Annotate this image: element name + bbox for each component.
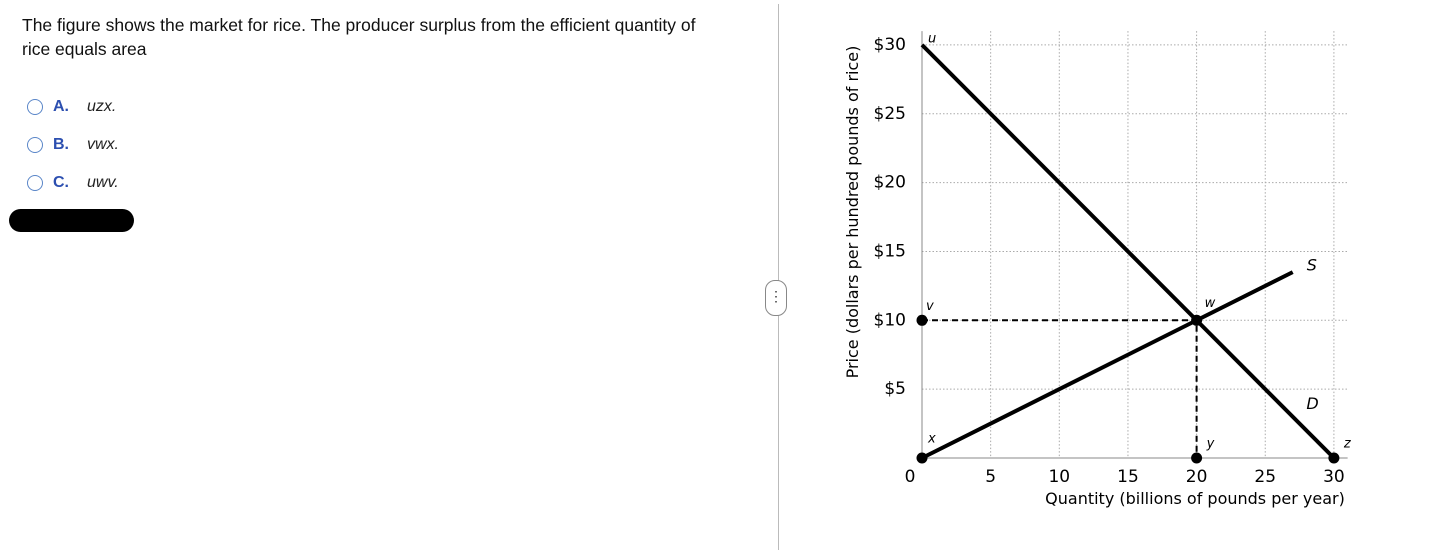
x-tick-label: 5	[985, 467, 996, 487]
series-label: D	[1306, 394, 1318, 413]
x-tick-label: 10	[1048, 467, 1070, 487]
option[interactable]: C. uwv.	[27, 171, 119, 195]
x-tick-label: 15	[1117, 467, 1139, 487]
radio[interactable]	[27, 175, 43, 191]
y-tick-label: $10	[874, 310, 906, 330]
point	[916, 452, 928, 464]
y-tick-label: $15	[874, 241, 906, 261]
line	[921, 270, 1294, 460]
option-text: uzx.	[87, 98, 117, 115]
y-tick-label: $30	[874, 35, 906, 55]
x-tick-label: 0	[905, 467, 916, 487]
point-label: y	[1206, 437, 1215, 452]
x-axis-title: Quantity (billions of pounds per year)	[1045, 489, 1345, 508]
option-letter: C.	[53, 174, 69, 191]
y-axis-title: Price (dollars per hundred pounds of ric…	[843, 46, 862, 379]
point-label: z	[1343, 437, 1352, 452]
series-label: S	[1307, 256, 1317, 275]
point	[1191, 452, 1203, 464]
point-label: v	[926, 299, 934, 314]
y-tick-label: $20	[874, 173, 906, 193]
x-tick-label: 30	[1323, 467, 1345, 487]
line	[920, 43, 1336, 460]
point	[1328, 452, 1340, 464]
radio[interactable]	[27, 137, 43, 153]
option-text: uwv.	[87, 174, 119, 191]
question: The figure shows the market for rice. Th…	[22, 15, 696, 59]
divider	[778, 4, 779, 550]
y-tick-label: $5	[884, 379, 906, 399]
option-text: vwx.	[87, 136, 119, 153]
redacted	[9, 209, 134, 232]
option[interactable]: B. vwx.	[27, 133, 119, 157]
option-letter: B.	[53, 136, 69, 153]
point-label: w	[1205, 296, 1216, 311]
option[interactable]: A. uzx.	[27, 95, 116, 119]
point	[916, 314, 928, 326]
resize-handle[interactable]: ⋮	[765, 280, 787, 316]
point-label: x	[927, 432, 936, 447]
point-label: u	[928, 31, 936, 46]
point	[1191, 314, 1203, 326]
x-tick-label: 25	[1254, 467, 1276, 487]
option-letter: A.	[53, 98, 69, 115]
x-tick-label: 20	[1186, 467, 1208, 487]
y-tick-label: $25	[874, 104, 906, 124]
radio[interactable]	[27, 99, 43, 115]
